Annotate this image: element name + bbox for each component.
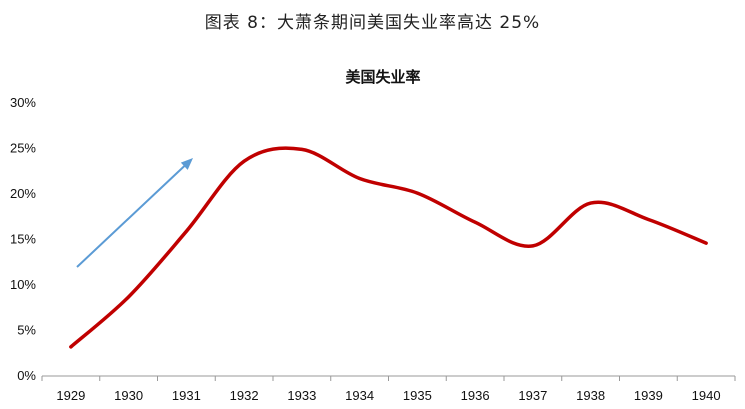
x-tick-label: 1929 <box>56 388 85 403</box>
y-tick-label: 15% <box>10 232 36 247</box>
x-tick-label: 1934 <box>345 388 374 403</box>
y-tick-label: 10% <box>10 277 36 292</box>
data-point <box>589 201 593 205</box>
trend-arrow-shaft <box>76 163 187 268</box>
data-point <box>300 147 304 151</box>
y-tick-label: 25% <box>10 141 36 156</box>
y-tick-label: 20% <box>10 186 36 201</box>
x-axis-labels: 1929 1930 1931 1932 1933 1934 1935 1936 1937 1938… <box>56 388 720 403</box>
data-point <box>127 295 131 299</box>
x-tick-label: 1932 <box>230 388 259 403</box>
y-axis-labels: 0% 5% 10% 15% 20% 25% 30% <box>10 95 36 383</box>
x-tick-label: 1938 <box>576 388 605 403</box>
chart-title: 美国失业率 <box>345 68 420 86</box>
x-tick-label: 1936 <box>461 388 490 403</box>
data-point <box>473 220 477 224</box>
data-point <box>358 177 362 181</box>
x-tick-label: 1939 <box>634 388 663 403</box>
data-point <box>69 345 73 349</box>
data-point <box>704 241 708 245</box>
data-point <box>184 229 188 233</box>
data-point <box>646 217 650 221</box>
x-tick-label: 1935 <box>403 388 432 403</box>
x-tick-label: 1940 <box>692 388 721 403</box>
trend-arrow-head <box>180 158 193 170</box>
x-tick-label: 1937 <box>518 388 547 403</box>
data-point <box>415 191 419 195</box>
y-tick-label: 5% <box>17 323 36 338</box>
data-points <box>69 147 708 349</box>
figure-title: 图表 8：大萧条期间美国失业率高达 25% <box>204 13 541 33</box>
trend-arrow <box>76 158 193 268</box>
data-point <box>242 159 246 163</box>
y-tick-label: 0% <box>17 368 36 383</box>
x-tick-label: 1931 <box>172 388 201 403</box>
x-axis-ticks <box>41 376 736 381</box>
x-tick-label: 1930 <box>114 388 143 403</box>
data-point <box>531 244 535 248</box>
y-tick-label: 30% <box>10 95 36 110</box>
unemployment-series-line <box>69 146 708 349</box>
x-tick-label: 1933 <box>287 388 316 403</box>
